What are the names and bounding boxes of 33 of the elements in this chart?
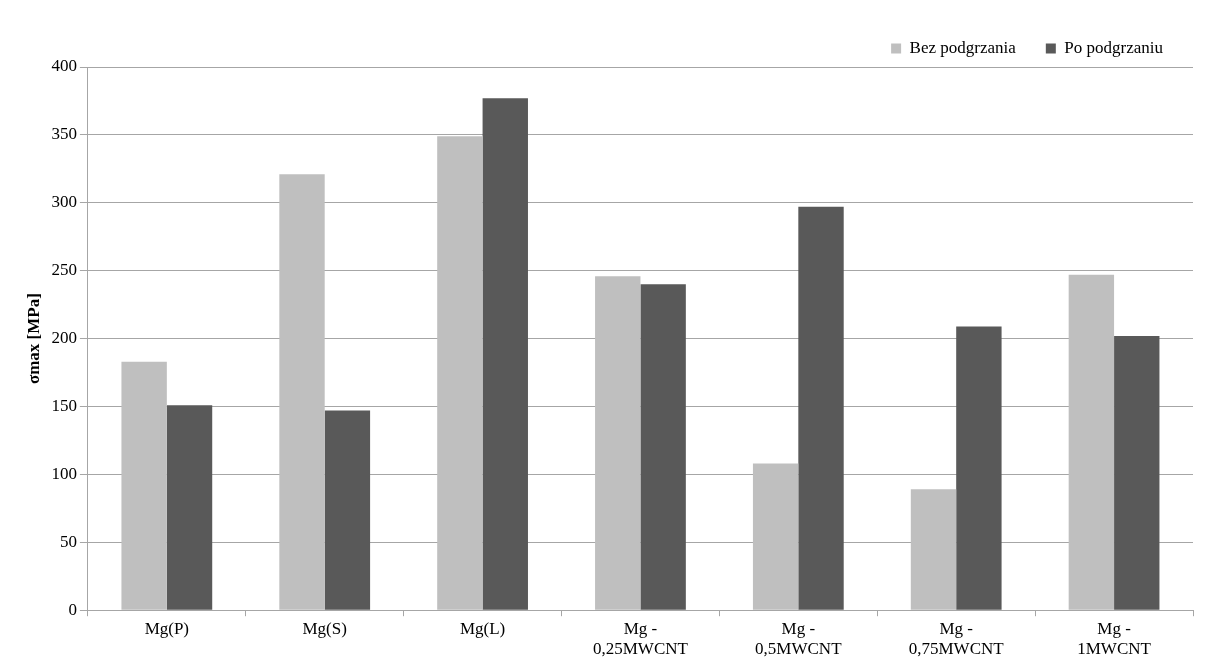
bar [324,410,371,610]
bar [482,98,528,610]
y-tick-label: 50 [59,531,77,551]
y-tick-label: 350 [51,124,77,144]
bar [640,284,686,610]
bar [437,136,483,610]
x-tick-label: Mg - 0,5MWCNT [755,618,843,659]
legend-label: Bez podgrzania [909,37,1017,57]
y-tick-label: 200 [51,328,77,348]
bar [279,174,325,610]
x-tick-label: Mg(S) [302,618,347,638]
bar [910,489,957,610]
bar [595,276,641,610]
bar [752,463,799,610]
y-tick-label: 250 [51,260,77,280]
x-tick-label: Mg - 1MWCNT [1077,618,1152,659]
x-tick-label: Mg - 0,25MWCNT [592,618,689,659]
y-tick-label: 100 [51,463,77,483]
y-tick-label: 0 [68,599,77,619]
y-tick-label: 400 [51,56,77,76]
bar [1114,335,1160,610]
legend-label: Po podgrzaniu [1064,37,1164,57]
y-axis-title: σmax [MPa] [23,293,43,385]
bar [166,405,213,610]
bar [956,326,1002,610]
bar [798,206,844,610]
x-tick-label: Mg - 0,75MWCNT [908,618,1005,659]
y-tick-label: 150 [51,395,77,415]
bar [121,361,167,610]
bar [1068,274,1115,610]
x-tick-label: Mg(L) [459,618,506,638]
y-tick-label: 300 [51,192,77,212]
x-tick-label: Mg(P) [144,618,190,638]
